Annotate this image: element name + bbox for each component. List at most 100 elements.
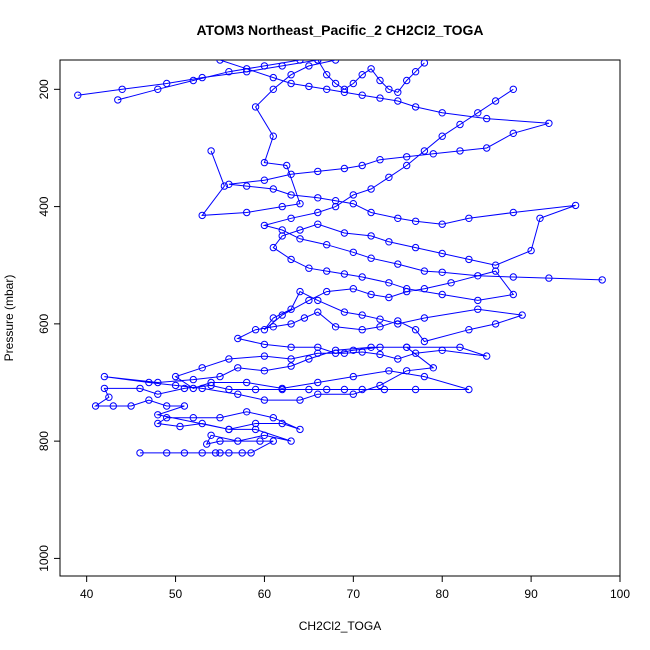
data-point	[518, 311, 526, 319]
data-point	[323, 241, 331, 249]
data-point	[314, 343, 322, 351]
data-point	[74, 91, 82, 99]
data-point	[176, 422, 184, 431]
data-point	[420, 372, 429, 381]
data-point	[136, 449, 144, 457]
data-point	[331, 79, 340, 88]
data-point	[247, 449, 255, 457]
data-point	[314, 60, 322, 64]
data-point	[358, 385, 366, 394]
data-point	[287, 362, 295, 370]
data-point	[367, 290, 375, 299]
data-point	[296, 226, 304, 234]
data-point	[474, 109, 482, 117]
data-point	[491, 320, 500, 328]
y-axis: 200 400 600 800 1000	[37, 79, 61, 572]
data-point	[474, 305, 482, 313]
data-point	[225, 68, 233, 76]
data-point	[509, 129, 517, 138]
data-point	[358, 311, 366, 319]
data-point	[420, 285, 429, 293]
data-point	[367, 254, 375, 262]
data-point	[287, 79, 295, 88]
data-point	[145, 378, 153, 387]
data-point	[349, 200, 357, 208]
data-point	[305, 264, 313, 272]
data-point	[225, 180, 233, 189]
data-point	[243, 208, 251, 217]
data-point	[314, 296, 322, 305]
data-point	[349, 390, 357, 398]
data-point	[340, 229, 349, 237]
data-point	[385, 367, 393, 375]
data-point	[145, 396, 153, 404]
data-point	[220, 182, 229, 190]
chart-title: ATOM3 Northeast_Pacific_2 CH2Cl2_TOGA	[196, 22, 483, 38]
data-point	[358, 91, 366, 99]
x-tick-label: 60	[258, 587, 272, 601]
data-point	[171, 381, 180, 390]
y-tick-label: 1000	[37, 545, 51, 572]
data-point	[403, 343, 411, 351]
data-point	[216, 372, 224, 381]
data-point	[296, 396, 304, 404]
data-point	[269, 414, 277, 422]
data-point	[171, 372, 180, 381]
data-point	[251, 425, 260, 434]
data-point	[278, 232, 286, 240]
data-point	[198, 364, 206, 372]
data-point	[438, 346, 446, 354]
data-point	[314, 208, 322, 217]
data-point	[198, 211, 206, 220]
data-point	[314, 220, 322, 228]
data-point	[527, 246, 535, 255]
data-point	[545, 274, 553, 282]
data-point	[358, 71, 366, 79]
y-axis-label: Pressure (mbar)	[2, 275, 16, 362]
data-point	[349, 372, 357, 381]
data-point	[367, 65, 375, 73]
data-point	[154, 390, 162, 398]
data-point	[287, 214, 295, 223]
data-point	[180, 449, 189, 457]
data-point	[376, 94, 384, 102]
data-point	[105, 393, 113, 401]
data-point	[411, 103, 420, 111]
data-point	[251, 419, 260, 428]
data-point	[260, 340, 269, 349]
data-point	[509, 273, 517, 281]
data-point	[251, 326, 260, 334]
data-point	[340, 308, 349, 316]
data-point	[180, 402, 189, 410]
data-point	[256, 437, 264, 445]
data-point	[305, 385, 313, 394]
data-point	[394, 355, 402, 363]
data-point	[340, 270, 349, 278]
data-point	[287, 71, 295, 79]
data-point	[323, 287, 331, 296]
data-point	[296, 235, 304, 243]
data-point	[474, 272, 482, 280]
data-point	[260, 221, 269, 230]
x-tick-label: 50	[169, 587, 183, 601]
data-point	[207, 378, 215, 387]
data-point	[376, 156, 384, 164]
data-point	[287, 320, 295, 328]
data-point	[367, 232, 375, 240]
data-point	[340, 349, 349, 357]
data-point	[269, 132, 277, 140]
data-point	[376, 323, 384, 331]
data-point	[189, 384, 198, 393]
data-point	[198, 419, 206, 428]
data-point	[287, 191, 295, 199]
data-point	[287, 437, 295, 445]
data-point	[323, 71, 331, 79]
data-point	[376, 343, 384, 351]
data-point	[234, 364, 242, 372]
data-point	[283, 161, 291, 170]
data-point	[358, 326, 366, 334]
data-point	[376, 76, 384, 85]
data-point	[163, 449, 171, 457]
data-point	[296, 287, 304, 296]
data-point	[403, 287, 411, 296]
